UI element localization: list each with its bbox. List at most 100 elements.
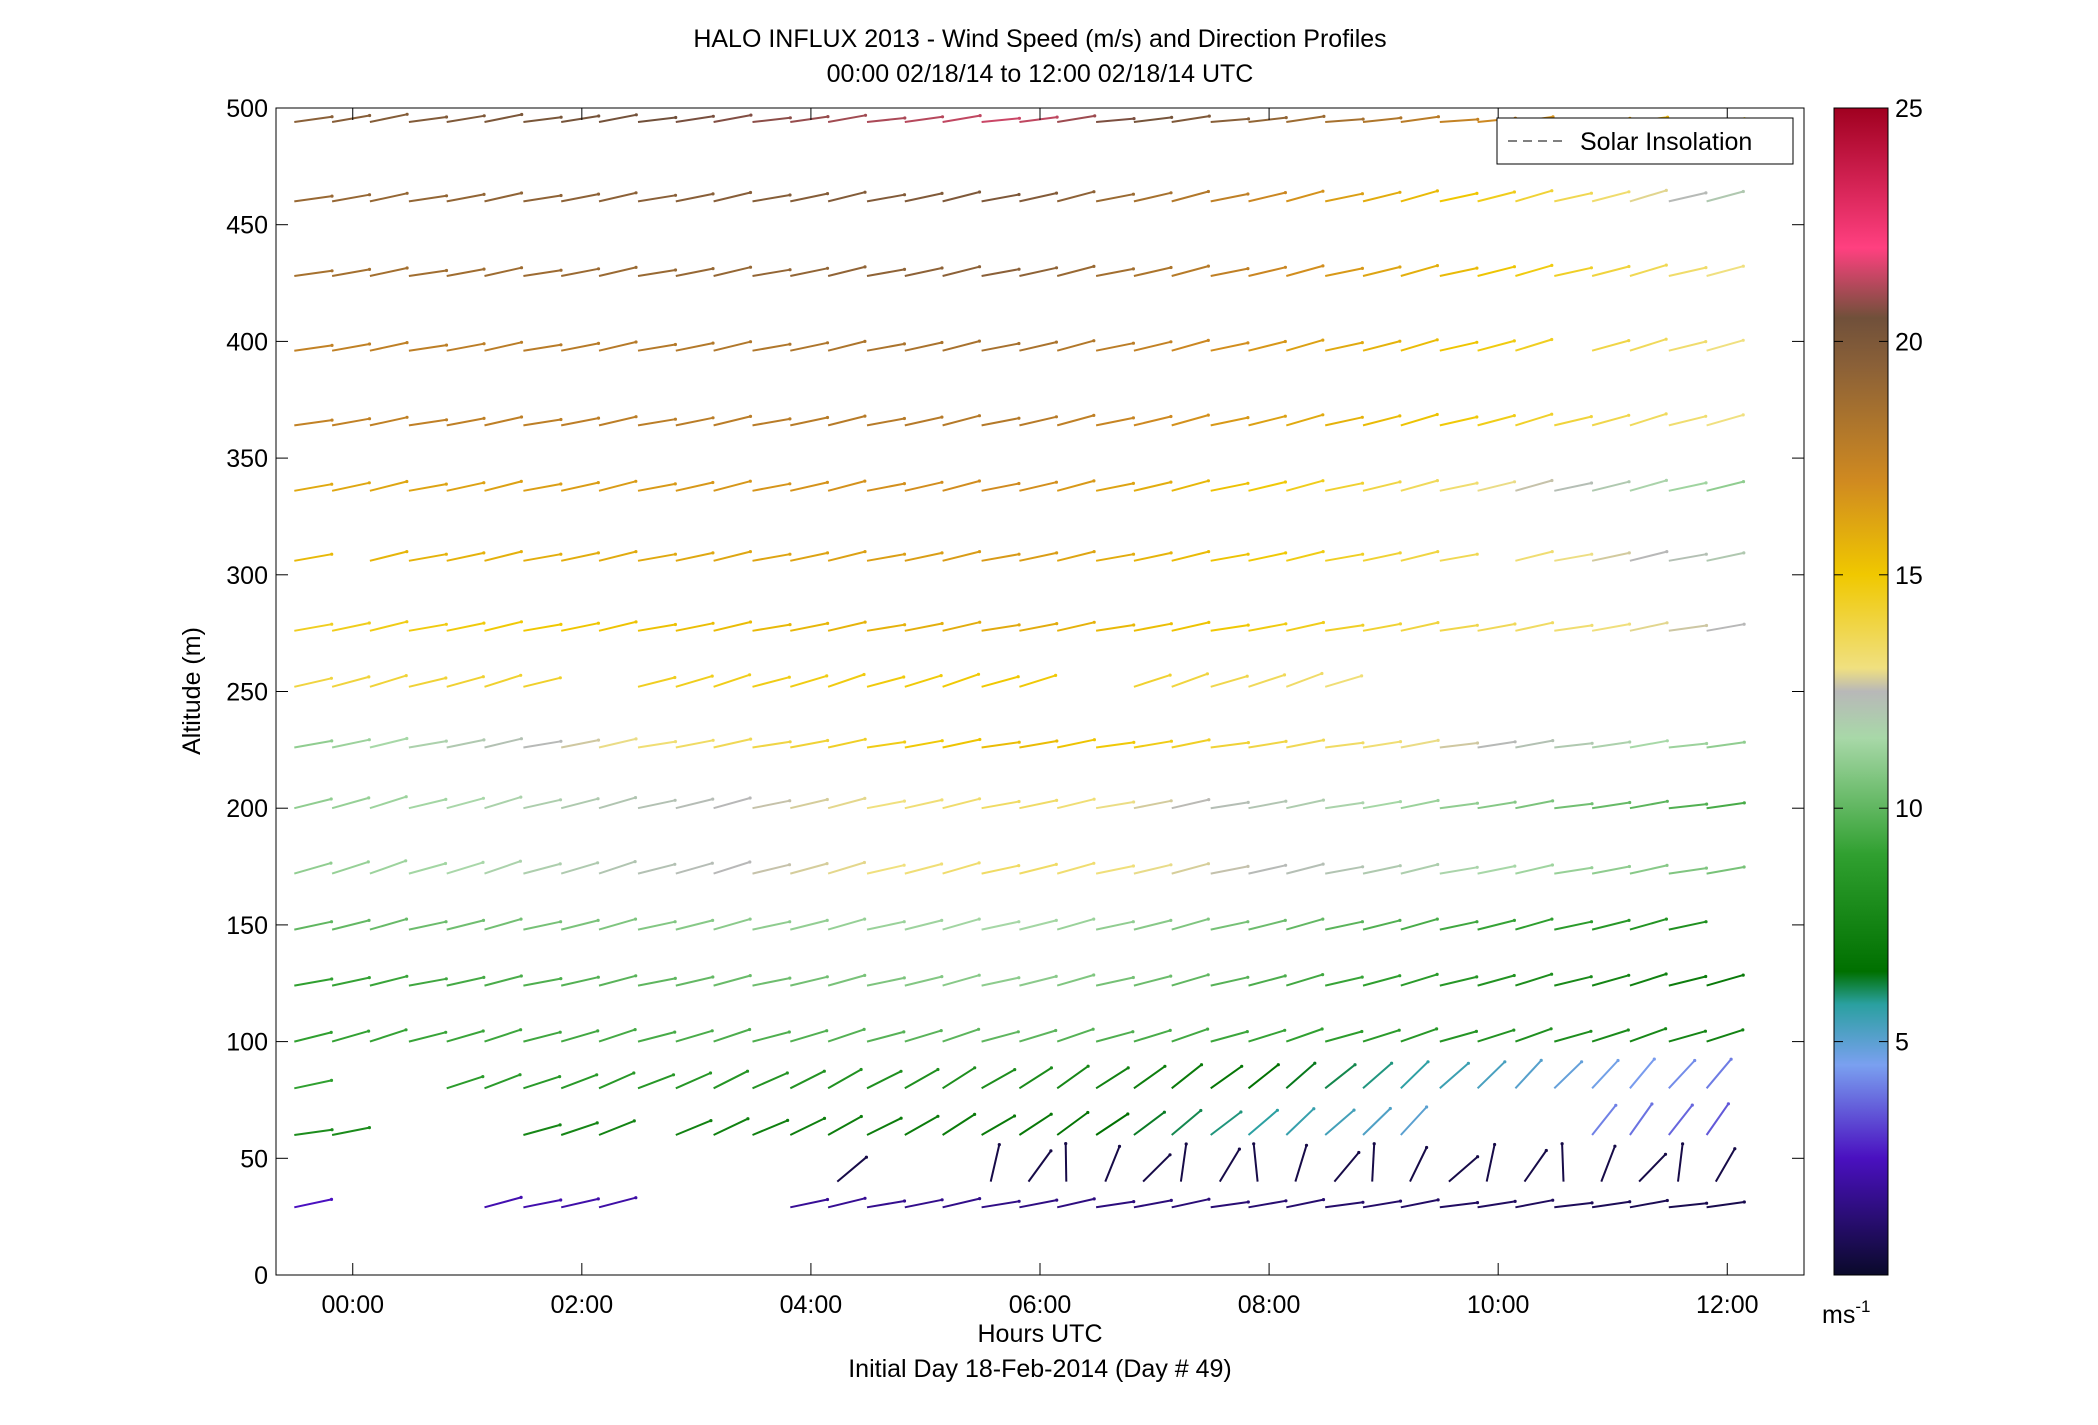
- wind-vector: [1286, 264, 1324, 277]
- wind-vector: [942, 738, 981, 749]
- wind-vector: [827, 1115, 862, 1136]
- wind-vector-head: [559, 268, 563, 272]
- wind-vector: [560, 797, 599, 810]
- wind-vector-head: [973, 1112, 977, 1116]
- wind-vector: [331, 193, 370, 203]
- wind-vector-head: [1360, 975, 1364, 979]
- wind-vector-head: [1652, 1057, 1656, 1061]
- wind-vector: [1248, 800, 1286, 810]
- wind-vector: [1400, 973, 1438, 987]
- wind-vector-head: [902, 1199, 907, 1203]
- wind-vector-head: [1590, 623, 1594, 628]
- wind-vector-head: [1207, 738, 1211, 742]
- wind-vector-head: [1092, 413, 1096, 417]
- wind-vector: [1171, 798, 1209, 810]
- wind-vector-head: [330, 194, 334, 198]
- wind-vector: [790, 267, 828, 277]
- wind-vector-head: [482, 481, 486, 485]
- wind-vector: [1629, 800, 1668, 810]
- y-tick-label: 350: [226, 445, 268, 473]
- wind-vector: [446, 919, 484, 931]
- wind-vector-head: [1704, 552, 1708, 556]
- wind-vector-head: [748, 414, 753, 418]
- wind-vector-head: [940, 551, 944, 555]
- wind-vector: [484, 480, 522, 492]
- wind-vector-head: [1425, 1145, 1429, 1150]
- wind-vector-head: [330, 552, 334, 556]
- wind-vector: [1554, 553, 1592, 562]
- wind-vector-head: [1475, 741, 1480, 745]
- wind-vector-head: [673, 976, 677, 981]
- wind-vector: [1210, 741, 1249, 749]
- wind-vector: [1362, 919, 1401, 931]
- wind-vector: [408, 977, 447, 987]
- wind-vector-head: [1054, 415, 1058, 419]
- wind-vector: [790, 862, 828, 875]
- wind-vector: [790, 919, 828, 931]
- wind-vector: [827, 550, 866, 562]
- wind-vector: [369, 620, 408, 632]
- wind-vector-head: [597, 114, 601, 118]
- wind-vector: [942, 480, 980, 492]
- wind-vector: [1629, 264, 1667, 277]
- wind-vector-head: [405, 341, 409, 345]
- wind-vector: [1439, 975, 1477, 987]
- wind-vector: [523, 483, 561, 492]
- wind-vector: [1554, 266, 1592, 277]
- wind-vector-head: [1054, 480, 1058, 484]
- wind-vector-head: [1664, 1027, 1668, 1031]
- wind-vector-head: [746, 1117, 750, 1121]
- wind-vector: [1554, 920, 1592, 931]
- wind-vector-head: [673, 342, 678, 347]
- wind-vector: [1333, 1151, 1360, 1183]
- wind-vector-head: [1733, 1147, 1737, 1151]
- wind-vector-head: [1246, 741, 1250, 745]
- y-tick-label: 500: [226, 95, 268, 123]
- wind-vector: [523, 862, 561, 875]
- wind-vector-head: [1017, 416, 1021, 420]
- wind-vector-head: [1283, 191, 1287, 195]
- wind-vector-head: [673, 482, 677, 486]
- wind-vector-head: [748, 673, 752, 677]
- wind-vector: [1554, 624, 1593, 632]
- x-tick-label: 04:00: [780, 1291, 843, 1319]
- wind-vector-head: [366, 860, 370, 864]
- wind-vector: [1362, 974, 1400, 987]
- wind-vector-head: [1741, 413, 1745, 417]
- wind-vector-head: [902, 342, 907, 346]
- wind-vector: [1554, 192, 1592, 203]
- wind-vector-head: [558, 798, 563, 802]
- wind-vector-head: [788, 799, 792, 803]
- wind-vector: [369, 795, 407, 810]
- wind-vector: [1706, 190, 1744, 203]
- wind-vector-head: [1475, 415, 1479, 419]
- wind-vector-head: [481, 1075, 485, 1079]
- wind-vector-head: [559, 552, 563, 556]
- wind-vector: [523, 553, 561, 562]
- wind-vector: [827, 415, 866, 427]
- wind-vector-head: [596, 416, 601, 420]
- wind-vector: [866, 482, 905, 492]
- wind-vector-head: [367, 481, 371, 485]
- wind-vector: [1210, 976, 1249, 987]
- wind-vector-head: [1321, 620, 1325, 625]
- wind-vector: [866, 676, 904, 688]
- wind-vector-head: [1322, 114, 1326, 118]
- wind-vector: [1477, 1029, 1515, 1043]
- wind-vector: [637, 418, 676, 427]
- wind-vector-head: [634, 974, 638, 978]
- wind-vector-head: [1665, 799, 1669, 803]
- wind-vector: [1668, 1202, 1707, 1209]
- wind-vector: [1668, 553, 1707, 562]
- wind-vector-head: [1049, 1112, 1053, 1116]
- wind-vector: [446, 551, 485, 562]
- wind-vector: [1019, 622, 1057, 632]
- wind-vector-head: [822, 1069, 826, 1073]
- wind-vector-head: [1321, 479, 1325, 483]
- wind-vector-head: [1131, 920, 1135, 924]
- wind-vector-head: [634, 1196, 638, 1200]
- wind-vector-head: [559, 622, 563, 627]
- wind-vector-head: [444, 739, 448, 743]
- wind-vector-head: [1503, 1060, 1507, 1064]
- wind-vector: [331, 738, 370, 749]
